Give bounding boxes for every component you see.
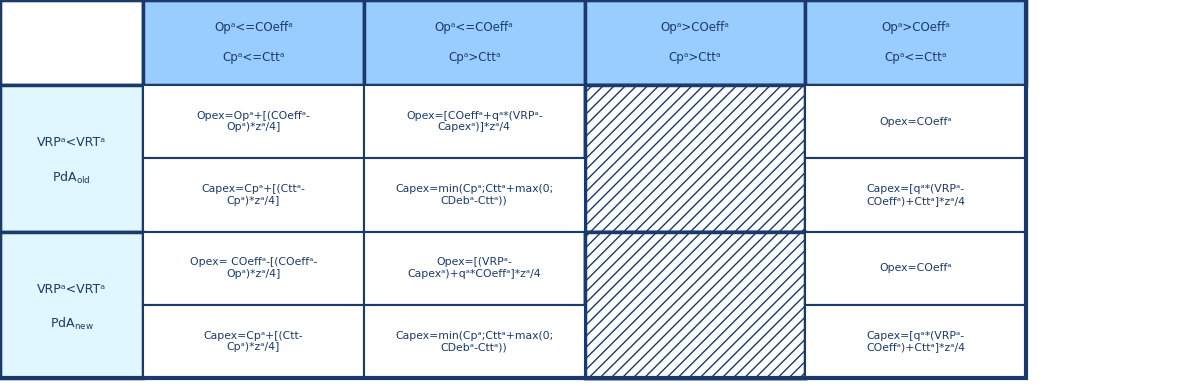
- Text: Opᵃ>COeffᵃ

Cpᵃ>Cttᵃ: Opᵃ>COeffᵃ Cpᵃ>Cttᵃ: [661, 21, 729, 64]
- Text: VRPᵃ<VRTᵃ: VRPᵃ<VRTᵃ: [37, 136, 106, 149]
- FancyBboxPatch shape: [364, 85, 585, 158]
- FancyBboxPatch shape: [0, 0, 143, 85]
- Text: Opex=[(VRPᵃ-
Capexᵃ)+qᵃ*COeffᵃ]*zᵃ/4: Opex=[(VRPᵃ- Capexᵃ)+qᵃ*COeffᵃ]*zᵃ/4: [407, 257, 542, 279]
- FancyBboxPatch shape: [0, 232, 143, 378]
- FancyBboxPatch shape: [364, 158, 585, 232]
- Text: Capex=[qᵃ*(VRPᵃ-
COeffᵃ)+Cttᵃ]*zᵃ/4: Capex=[qᵃ*(VRPᵃ- COeffᵃ)+Cttᵃ]*zᵃ/4: [866, 331, 965, 352]
- Text: Opex=COeffᵃ: Opex=COeffᵃ: [879, 263, 952, 273]
- FancyBboxPatch shape: [585, 85, 805, 232]
- Text: VRPᵃ<VRTᵃ: VRPᵃ<VRTᵃ: [37, 283, 106, 296]
- FancyBboxPatch shape: [143, 158, 364, 232]
- FancyBboxPatch shape: [0, 85, 143, 232]
- Text: Capex=Cpᵃ+[(Ctt-
Cpᵃ)*zᵃ/4]: Capex=Cpᵃ+[(Ctt- Cpᵃ)*zᵃ/4]: [204, 331, 303, 352]
- Text: Opex= COeffᵃ-[(COeffᵃ-
Opᵃ)*zᵃ/4]: Opex= COeffᵃ-[(COeffᵃ- Opᵃ)*zᵃ/4]: [190, 257, 317, 279]
- Text: Capex=min(Cpᵃ;Cttᵃ+max(0;
CDebᵃ-Cttᵃ)): Capex=min(Cpᵃ;Cttᵃ+max(0; CDebᵃ-Cttᵃ)): [395, 184, 554, 206]
- FancyBboxPatch shape: [143, 0, 364, 85]
- FancyBboxPatch shape: [585, 85, 805, 232]
- FancyBboxPatch shape: [143, 232, 364, 305]
- Text: Opex=[COeffᵃ+qᵃ*(VRPᵃ-
Capexᵃ)]*zᵃ/4: Opex=[COeffᵃ+qᵃ*(VRPᵃ- Capexᵃ)]*zᵃ/4: [406, 111, 543, 132]
- FancyBboxPatch shape: [805, 158, 1026, 232]
- FancyBboxPatch shape: [143, 305, 364, 378]
- Text: Opex=Opᵃ+[(COeffᵃ-
Opᵃ)*zᵃ/4]: Opex=Opᵃ+[(COeffᵃ- Opᵃ)*zᵃ/4]: [197, 111, 310, 132]
- FancyBboxPatch shape: [585, 232, 805, 378]
- Text: Opᵃ>COeffᵃ

Cpᵃ<=Cttᵃ: Opᵃ>COeffᵃ Cpᵃ<=Cttᵃ: [882, 21, 950, 64]
- FancyBboxPatch shape: [585, 232, 805, 378]
- Text: PdA$_{\mathrm{new}}$: PdA$_{\mathrm{new}}$: [50, 316, 93, 332]
- Text: Opex=COeffᵃ: Opex=COeffᵃ: [879, 117, 952, 127]
- FancyBboxPatch shape: [364, 232, 585, 305]
- Text: Capex=Cpᵃ+[(Cttᵃ-
Cpᵃ)*zᵃ/4]: Capex=Cpᵃ+[(Cttᵃ- Cpᵃ)*zᵃ/4]: [202, 184, 305, 206]
- Text: PdA$_{\mathrm{old}}$: PdA$_{\mathrm{old}}$: [52, 169, 91, 186]
- FancyBboxPatch shape: [585, 0, 805, 85]
- FancyBboxPatch shape: [805, 85, 1026, 158]
- Text: Opᵃ<=COeffᵃ

Cpᵃ>Cttᵃ: Opᵃ<=COeffᵃ Cpᵃ>Cttᵃ: [434, 21, 514, 64]
- FancyBboxPatch shape: [805, 232, 1026, 305]
- FancyBboxPatch shape: [143, 85, 364, 158]
- FancyBboxPatch shape: [364, 0, 585, 85]
- Text: Opᵃ<=COeffᵃ

Cpᵃ<=Cttᵃ: Opᵃ<=COeffᵃ Cpᵃ<=Cttᵃ: [214, 21, 293, 64]
- FancyBboxPatch shape: [805, 0, 1026, 85]
- FancyBboxPatch shape: [805, 305, 1026, 378]
- FancyBboxPatch shape: [364, 305, 585, 378]
- Text: Capex=min(Cpᵃ;Cttᵃ+max(0;
CDebᵃ-Cttᵃ)): Capex=min(Cpᵃ;Cttᵃ+max(0; CDebᵃ-Cttᵃ)): [395, 331, 554, 352]
- Text: Capex=[qᵃ*(VRPᵃ-
COeffᵃ)+Cttᵃ]*zᵃ/4: Capex=[qᵃ*(VRPᵃ- COeffᵃ)+Cttᵃ]*zᵃ/4: [866, 184, 965, 206]
